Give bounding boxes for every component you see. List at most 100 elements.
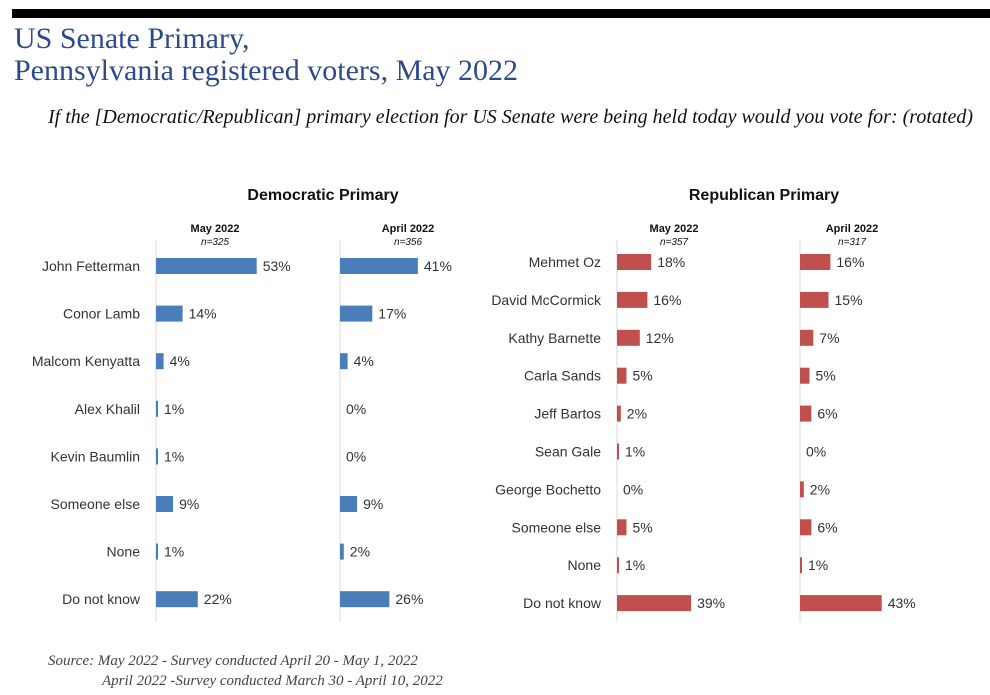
dem-series-name-0: May 2022: [191, 223, 240, 235]
dem-category-label: Do not know: [62, 591, 141, 607]
dem-data-label: 26%: [395, 591, 423, 607]
dem-data-label: 1%: [164, 448, 184, 464]
rep-bar-may: [617, 557, 619, 574]
dem-bar-april: [340, 305, 373, 322]
rep-bar-may: [617, 291, 648, 308]
rep-data-label: 0%: [806, 444, 826, 460]
dem-bar-may: [156, 496, 174, 512]
dem-bar-may: [156, 591, 198, 608]
rep-category-label: Jeff Bartos: [534, 406, 601, 422]
dem-data-label: 4%: [354, 353, 374, 369]
rep-bar-april: [800, 519, 812, 536]
rep-bar-april: [800, 291, 829, 308]
rep-data-label: 12%: [646, 330, 674, 346]
dem-data-label: 17%: [378, 306, 406, 322]
dem-bar-may: [156, 353, 164, 370]
rep-bar-may: [617, 595, 692, 612]
rep-bar-april: [800, 367, 810, 384]
dem-category-label: Someone else: [50, 496, 140, 512]
dem-data-label: 53%: [263, 258, 291, 274]
rep-series-name-1: April 2022: [826, 223, 879, 235]
rep-bar-april: [800, 557, 802, 574]
dem-data-label: 0%: [346, 401, 366, 417]
dem-data-label: 2%: [350, 544, 370, 560]
rep-bar-may: [617, 367, 627, 384]
rep-category-label: George Bochetto: [495, 481, 601, 497]
rep-category-label: None: [568, 557, 602, 573]
rep-data-label: 16%: [653, 292, 681, 308]
rep-data-label: 39%: [697, 595, 725, 611]
dem-category-label: Kevin Baumlin: [51, 448, 141, 464]
rep-bar-april: [800, 254, 831, 270]
rep-category-label: Someone else: [511, 519, 601, 535]
rep-bar-april: [800, 595, 882, 612]
rep-data-label: 15%: [835, 292, 863, 308]
dem-data-label: 9%: [179, 496, 199, 512]
rep-data-label: 7%: [819, 330, 839, 346]
source-note-line1: Source: May 2022 - Survey conducted Apri…: [48, 653, 418, 669]
rep-chart-title: Republican Primary: [689, 187, 839, 204]
dem-category-label: Conor Lamb: [63, 306, 140, 322]
page-title-line2: Pennsylvania registered voters, May 2022: [14, 54, 519, 87]
rep-series-name-0: May 2022: [650, 223, 699, 235]
rep-category-label: Carla Sands: [524, 368, 601, 384]
dem-bar-april: [340, 353, 348, 370]
rep-bar-april: [800, 481, 804, 498]
source-note-line2: April 2022 -Survey conducted March 30 - …: [102, 673, 443, 689]
rep-data-label: 2%: [810, 481, 830, 497]
rep-data-label: 1%: [808, 557, 828, 573]
rep-category-label: Kathy Barnette: [508, 330, 601, 346]
dem-data-label: 14%: [189, 306, 217, 322]
rep-series-n-0: n=357: [660, 237, 689, 248]
survey-question: If the [Democratic/Republican] primary e…: [48, 106, 973, 128]
dem-bar-may: [156, 400, 158, 417]
rep-data-label: 16%: [836, 254, 864, 270]
dem-series-n-1: n=356: [394, 237, 423, 248]
rep-data-label: 0%: [623, 481, 643, 497]
dem-bar-april: [340, 543, 344, 560]
rep-category-label: Do not know: [523, 595, 602, 611]
rep-series-n-1: n=317: [838, 237, 867, 248]
dem-bar-april: [340, 591, 390, 608]
rep-data-label: 18%: [657, 254, 685, 270]
rep-data-label: 1%: [625, 444, 645, 460]
rep-bar-april: [800, 405, 812, 422]
rep-data-label: 5%: [816, 368, 836, 384]
rep-bar-april: [800, 329, 814, 346]
dem-bar-may: [156, 305, 183, 322]
rep-data-label: 6%: [817, 406, 837, 422]
dem-bar-april: [340, 258, 418, 274]
rep-data-label: 5%: [633, 519, 653, 535]
dem-bar-april: [340, 496, 358, 512]
dem-bar-may: [156, 543, 158, 560]
rep-bar-may: [617, 405, 621, 422]
rep-data-label: 6%: [817, 519, 837, 535]
dem-bar-may: [156, 258, 257, 274]
rep-data-label: 5%: [633, 368, 653, 384]
dem-chart-title: Democratic Primary: [247, 187, 398, 204]
rep-bar-may: [617, 329, 640, 346]
rep-category-label: Sean Gale: [535, 444, 601, 460]
dem-data-label: 4%: [170, 353, 190, 369]
dem-data-label: 41%: [424, 258, 452, 274]
rep-bar-may: [617, 254, 652, 270]
page-title-line1: US Senate Primary,: [14, 22, 250, 55]
dem-category-label: None: [107, 544, 141, 560]
dem-series-n-0: n=325: [201, 237, 230, 248]
rep-data-label: 43%: [888, 595, 916, 611]
rep-category-label: Mehmet Oz: [529, 254, 601, 270]
dem-bar-may: [156, 448, 158, 465]
dem-data-label: 0%: [346, 448, 366, 464]
dem-data-label: 1%: [164, 401, 184, 417]
dem-category-label: Malcom Kenyatta: [32, 353, 140, 369]
dem-data-label: 9%: [363, 496, 383, 512]
rep-category-label: David McCormick: [491, 292, 602, 308]
dem-category-label: Alex Khalil: [75, 401, 140, 417]
dem-data-label: 22%: [204, 591, 232, 607]
top-rule: [12, 9, 990, 18]
rep-bar-may: [617, 443, 619, 460]
rep-data-label: 1%: [625, 557, 645, 573]
dem-data-label: 1%: [164, 544, 184, 560]
rep-bar-may: [617, 519, 627, 536]
